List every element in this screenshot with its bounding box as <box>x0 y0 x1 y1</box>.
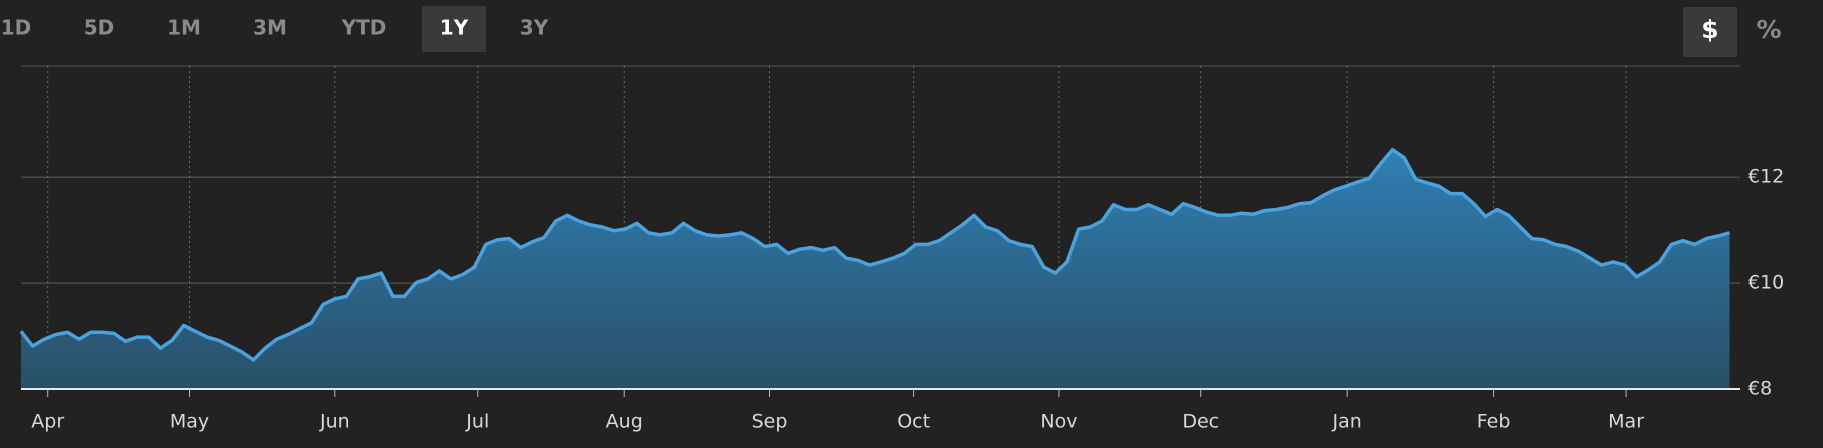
x-tick-label: Jul <box>465 411 489 433</box>
price-line <box>19 147 1730 362</box>
y-tick-label: €12 <box>1748 166 1784 188</box>
x-tick-label: Nov <box>1040 411 1077 433</box>
controls: 1D 5D 1M 3M YTD 1Y 3Y $% <box>1 15 1782 44</box>
x-tick-label: Sep <box>752 411 788 433</box>
plot <box>19 147 1740 390</box>
range-button[interactable]: 1D <box>1 16 32 40</box>
x-tick-label: Feb <box>1477 411 1511 433</box>
range-button[interactable]: 3M <box>253 16 287 40</box>
range-button[interactable]: 1Y <box>440 16 469 40</box>
range-button[interactable]: 3Y <box>520 16 549 40</box>
selected-unit-bg <box>1683 7 1737 57</box>
unit-button[interactable]: $ <box>1701 15 1718 44</box>
range-button[interactable]: 5D <box>84 16 115 40</box>
x-tick-label: Aug <box>606 411 643 433</box>
x-tick-label: May <box>170 411 209 433</box>
x-tick-label: Jun <box>319 411 350 433</box>
x-tick-label: Mar <box>1608 411 1644 433</box>
x-tick-label: Oct <box>897 411 930 433</box>
x-tick-label: Apr <box>31 411 64 433</box>
range-button[interactable]: YTD <box>341 16 387 40</box>
y-tick-label: €8 <box>1748 378 1772 400</box>
x-tick-label: Jan <box>1332 411 1362 433</box>
area-fill <box>21 149 1730 389</box>
range-button[interactable]: 1M <box>167 16 201 40</box>
selected-range-bg <box>422 6 486 52</box>
x-tick-label: Dec <box>1182 411 1219 433</box>
y-tick-label: €10 <box>1748 272 1784 294</box>
unit-button[interactable]: % <box>1756 15 1781 44</box>
